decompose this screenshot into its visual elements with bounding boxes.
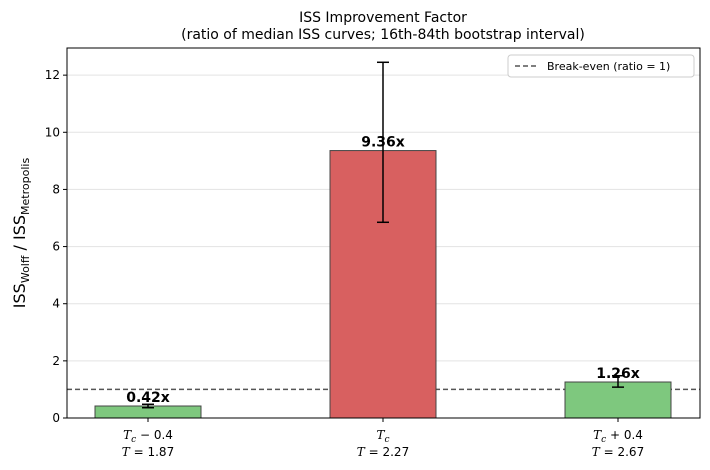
y-axis-label: ISSWolff / ISSMetropolis: [10, 158, 32, 309]
x-tick-label-line1-1: Tc: [376, 428, 389, 445]
data-label-2: 1.26x: [596, 366, 640, 382]
x-tick-temp-value: = 1.87: [130, 445, 174, 459]
chart-title-line2: (ratio of median ISS curves; 16th-84th b…: [181, 27, 585, 43]
x-tick-offset: + 0.4: [606, 428, 643, 442]
data-labels-group: 0.42x 9.36x 1.26x: [126, 135, 640, 406]
y-label-sub-metropolis: Metropolis: [19, 158, 32, 215]
x-tick-subscript: c: [601, 435, 606, 445]
legend-label: Break-even (ratio = 1): [547, 60, 670, 73]
y-tick-label: 4: [52, 297, 60, 311]
chart-title-line1: ISS Improvement Factor: [299, 10, 467, 26]
x-tick-symbol: T: [593, 428, 602, 442]
y-tick-label: 10: [45, 125, 60, 139]
x-tick-label-line1-0: Tc − 0.4: [123, 428, 173, 445]
y-tick-label: 6: [52, 240, 60, 254]
x-tick-temp-value: = 2.27: [365, 445, 409, 459]
x-tick-label-line2-0: T = 1.87: [122, 445, 174, 459]
y-tick-label: 0: [52, 411, 60, 425]
y-tick-label: 12: [45, 68, 60, 82]
x-tick-subscript: c: [131, 435, 136, 445]
x-tick-temp-value: = 2.67: [600, 445, 644, 459]
x-tick-temp-symbol: T: [592, 445, 601, 459]
y-tick-label: 2: [52, 354, 60, 368]
y-axis-ticks: 0 2 4 6 8 10 12: [45, 68, 67, 425]
bar-2: [564, 381, 672, 419]
legend: Break-even (ratio = 1): [507, 54, 695, 78]
y-label-sub-wolff: Wolff: [19, 255, 32, 283]
x-tick-temp-symbol: T: [122, 445, 131, 459]
x-tick-temp-symbol: T: [357, 445, 366, 459]
y-tick-label: 8: [52, 182, 60, 196]
x-tick-label-line2-1: T = 2.27: [357, 445, 409, 459]
legend-box: [507, 54, 695, 78]
x-tick-label-line2-2: T = 2.67: [592, 445, 644, 459]
x-tick-symbol: T: [376, 428, 385, 442]
error-bars-group: [142, 61, 624, 409]
data-label-0: 0.42x: [126, 390, 170, 406]
y-label-iss1: ISS: [10, 283, 29, 308]
data-label-1: 9.36x: [361, 135, 405, 151]
y-label-separator: / ISS: [10, 215, 29, 256]
x-tick-label-line1-2: Tc + 0.4: [593, 428, 643, 445]
x-tick-symbol: T: [123, 428, 132, 442]
x-tick-offset: − 0.4: [136, 428, 173, 442]
x-tick-subscript: c: [384, 435, 389, 445]
